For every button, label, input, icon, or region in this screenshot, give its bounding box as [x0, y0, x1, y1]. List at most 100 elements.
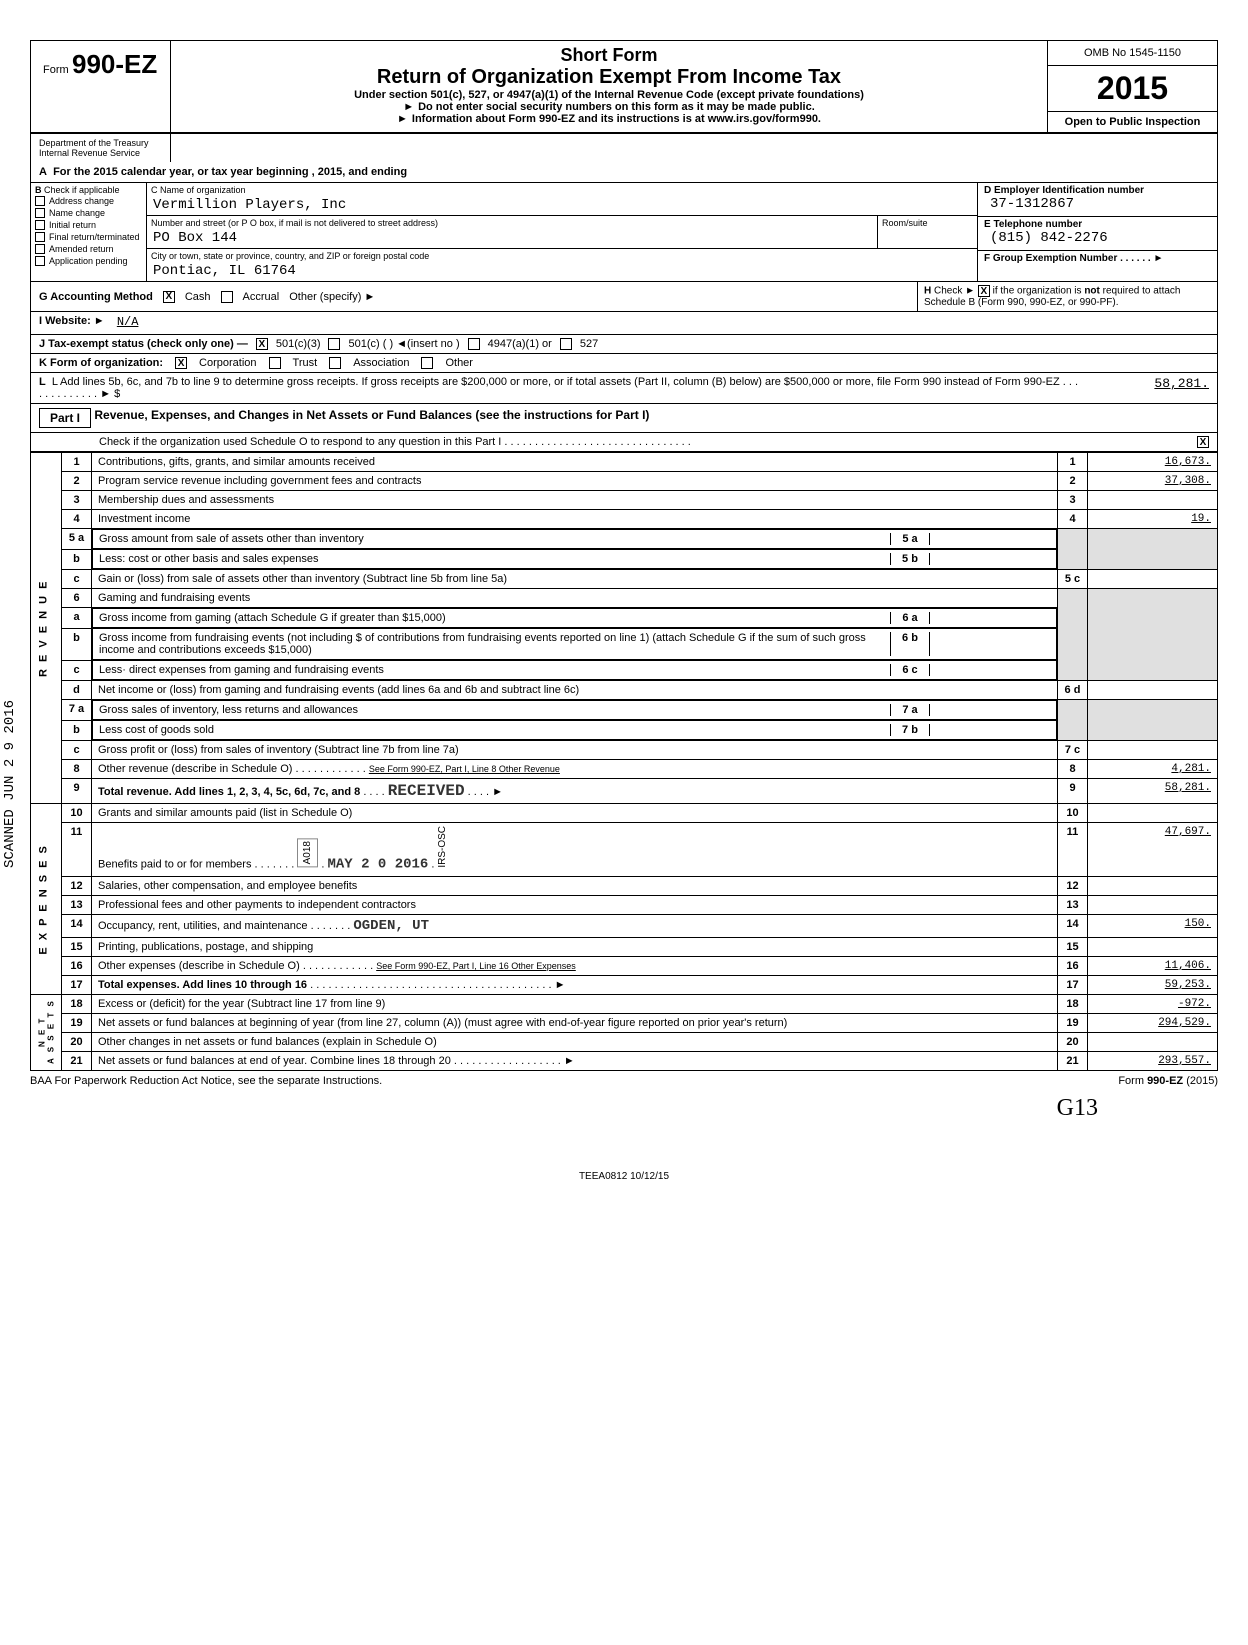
entity-block: B Check if applicable Address change Nam…: [30, 183, 1218, 282]
check-name-change[interactable]: Name change: [35, 207, 142, 219]
ein-value: 37-1312867: [984, 196, 1211, 214]
note-ssn: Do not enter social security numbers on …: [179, 101, 1039, 113]
check-schedule-b[interactable]: X: [978, 285, 990, 297]
line-21-val: 293,557.: [1088, 1051, 1218, 1070]
line-17-text: Total expenses. Add lines 10 through 16: [98, 979, 307, 991]
section-k: K Form of organization: XCorporation Tru…: [30, 354, 1218, 373]
section-l-text: L Add lines 5b, 6c, and 7b to line 9 to …: [39, 376, 1078, 400]
line-4-text: Investment income: [92, 510, 1058, 529]
line-11-val: 47,697.: [1088, 823, 1218, 877]
line-2-text: Program service revenue including govern…: [92, 472, 1058, 491]
line-16-note: See Form 990-EZ, Part I, Line 16 Other E…: [376, 961, 576, 971]
city-label: City or town, state or province, country…: [147, 249, 977, 263]
line-14-text: Occupancy, rent, utilities, and maintena…: [98, 920, 308, 932]
line-20-val: [1088, 1032, 1218, 1051]
check-address-change[interactable]: Address change: [35, 195, 142, 207]
check-association[interactable]: [329, 357, 341, 369]
section-a-text: For the 2015 calendar year, or tax year …: [53, 166, 407, 178]
tax-exempt-label: J Tax-exempt status (check only one) —: [39, 338, 248, 350]
form-header: Form 990-EZ Short Form Return of Organiz…: [30, 40, 1218, 134]
line-6b-text: Gross income from fundraising events (no…: [99, 632, 890, 656]
irs-stamp: IRS-OSC: [437, 826, 448, 868]
line-17-val: 59,253.: [1088, 975, 1218, 994]
line-6c-text: Less· direct expenses from gaming and fu…: [99, 664, 890, 676]
check-other-org[interactable]: [421, 357, 433, 369]
footer-left: BAA For Paperwork Reduction Act Notice, …: [30, 1075, 382, 1087]
line-1-text: Contributions, gifts, grants, and simila…: [92, 453, 1058, 472]
footer-right: Form 990-EZ (2015): [1118, 1075, 1218, 1087]
check-if-applicable: Check if applicable: [44, 185, 120, 195]
line-16-val: 11,406.: [1088, 956, 1218, 975]
form-id-box: Form 990-EZ: [31, 41, 171, 132]
part-1-check: Check if the organization used Schedule …: [30, 433, 1218, 452]
line-6a-text: Gross income from gaming (attach Schedul…: [99, 612, 890, 624]
check-schedule-o[interactable]: X: [1197, 436, 1209, 448]
check-527[interactable]: [560, 338, 572, 350]
line-11-text: Benefits paid to or for members: [98, 859, 251, 871]
check-accrual[interactable]: [221, 291, 233, 303]
sub-title: Under section 501(c), 527, or 4947(a)(1)…: [179, 89, 1039, 101]
short-form-label: Short Form: [179, 45, 1039, 66]
right-header: OMB No 1545-1150 2015 Open to Public Ins…: [1047, 41, 1217, 132]
website-value: N/A: [111, 315, 145, 331]
line-3-val: [1088, 491, 1218, 510]
line-5c-val: [1088, 570, 1218, 589]
section-h: H Check ► X if the organization is not r…: [917, 282, 1217, 311]
addr-value: PO Box 144: [147, 230, 877, 248]
line-10-text: Grants and similar amounts paid (list in…: [92, 804, 1058, 823]
section-j: J Tax-exempt status (check only one) — X…: [30, 335, 1218, 354]
check-pending[interactable]: Application pending: [35, 255, 142, 267]
line-8-note: See Form 990-EZ, Part I, Line 8 Other Re…: [369, 764, 560, 774]
line-8-val: 4,281.: [1088, 760, 1218, 779]
ein-label: D Employer Identification number: [984, 185, 1211, 196]
line-7a-text: Gross sales of inventory, less returns a…: [99, 704, 890, 716]
check-cash[interactable]: X: [163, 291, 175, 303]
check-501c3[interactable]: X: [256, 338, 268, 350]
check-final-return[interactable]: Final return/terminated: [35, 231, 142, 243]
dept-treasury: Department of the Treasury Internal Reve…: [31, 134, 171, 162]
footer-center: TEEA0812 10/12/15: [30, 1171, 1218, 1182]
accounting-other: Other (specify) ►: [289, 291, 375, 303]
line-14-val: 150.: [1088, 914, 1218, 937]
right-info: D Employer Identification number 37-1312…: [977, 183, 1217, 281]
main-title: Return of Organization Exempt From Incom…: [179, 66, 1039, 89]
check-corporation[interactable]: X: [175, 357, 187, 369]
line-8-text: Other revenue (describe in Schedule O): [98, 763, 292, 775]
org-name: Vermillion Players, Inc: [147, 197, 977, 215]
line-19-text: Net assets or fund balances at beginning…: [92, 1013, 1058, 1032]
check-amended[interactable]: Amended return: [35, 243, 142, 255]
check-501c[interactable]: [328, 338, 340, 350]
line-13-val: [1088, 895, 1218, 914]
line-1-val: 16,673.: [1088, 453, 1218, 472]
phone-label: E Telephone number: [984, 219, 1211, 230]
line-21-text: Net assets or fund balances at end of ye…: [98, 1055, 451, 1067]
gross-receipts: 58,281.: [1079, 376, 1209, 400]
line-4-val: 19.: [1088, 510, 1218, 529]
line-7c-text: Gross profit or (loss) from sales of inv…: [92, 741, 1058, 760]
open-public: Open to Public Inspection: [1048, 112, 1217, 132]
check-trust[interactable]: [269, 357, 281, 369]
line-18-val: -972.: [1088, 994, 1218, 1013]
accounting-label: G Accounting Method: [39, 291, 153, 303]
website-label: I Website: ►: [39, 315, 105, 331]
line-2-val: 37,308.: [1088, 472, 1218, 491]
line-6d-text: Net income or (loss) from gaming and fun…: [92, 681, 1058, 700]
note-info: Information about Form 990-EZ and its in…: [179, 113, 1039, 125]
line-6d-val: [1088, 681, 1218, 700]
line-16-text: Other expenses (describe in Schedule O): [98, 960, 300, 972]
form-prefix: Form: [43, 64, 69, 76]
part-1-header: Part I Revenue, Expenses, and Changes in…: [30, 404, 1218, 433]
line-7b-text: Less cost of goods sold: [99, 724, 890, 736]
scanned-stamp: SCANNED JUN 2 9 2016: [2, 700, 18, 868]
section-g-h: G Accounting Method XCash Accrual Other …: [30, 282, 1218, 312]
check-initial-return[interactable]: Initial return: [35, 219, 142, 231]
line-18-text: Excess or (deficit) for the year (Subtra…: [92, 994, 1058, 1013]
line-5a-text: Gross amount from sale of assets other t…: [99, 533, 890, 545]
check-4947[interactable]: [468, 338, 480, 350]
line-15-text: Printing, publications, postage, and shi…: [92, 937, 1058, 956]
line-19-val: 294,529.: [1088, 1013, 1218, 1032]
line-12-val: [1088, 876, 1218, 895]
line-10-val: [1088, 804, 1218, 823]
ogden-stamp: OGDEN, UT: [353, 918, 429, 934]
section-b: B Check if applicable Address change Nam…: [31, 183, 147, 281]
